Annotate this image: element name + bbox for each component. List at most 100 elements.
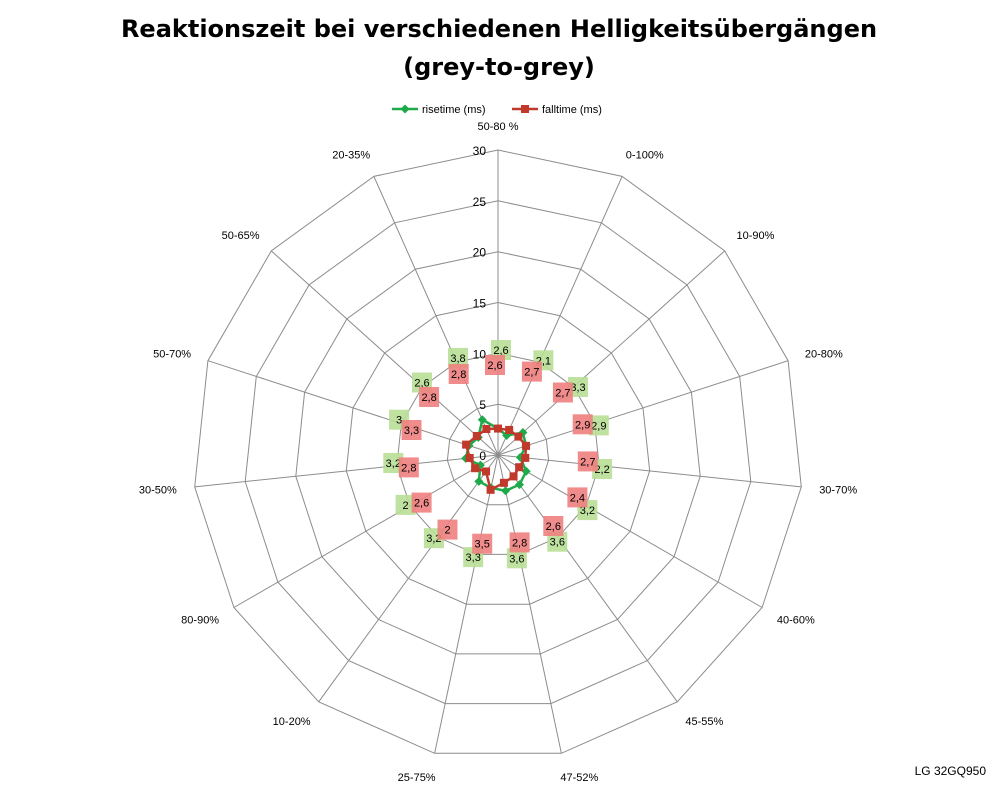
data-point [486,485,495,494]
data-label: 3,3 [404,425,419,437]
data-label-bg [383,453,404,473]
category-label: 20-80% [805,348,843,360]
watermark: LG 32GQ950 [914,764,986,778]
data-labels-1: 2,6 2,7 2,7 2,9 2,7 2,4 2,6 2,8 3,5 2 2,6 2,8 3,3 2,8… [398,355,598,554]
legend: risetime (ms) falltime (ms) [392,104,602,116]
category-label: 30-50% [139,484,177,496]
radar-spoke [207,360,499,456]
data-label: 2,9 [575,419,590,431]
radar-ring [244,200,752,705]
data-label-bg [572,414,593,435]
legend-item: risetime (ms) [392,104,486,116]
data-label-bg [547,531,568,552]
data-label: 2,6 [414,378,429,390]
data-label: 3,3 [570,382,585,394]
data-point [515,463,524,472]
data-label: 2 [444,525,450,537]
data-point [462,440,471,449]
data-label-bg [521,361,542,382]
radial-tick-label: 15 [473,297,487,311]
radar-spoke [497,454,802,488]
data-label-bg [588,415,609,436]
radar-spoke [194,454,499,488]
data-label-bg [568,377,588,397]
legend-label: risetime (ms) [422,104,486,116]
category-label: 25-75% [398,772,436,784]
radial-tick-label: 10 [473,347,487,361]
radial-tick-label: 5 [479,398,486,412]
category-label: 45-55% [685,716,723,728]
data-label: 3 [396,415,402,427]
data-label-bg [543,516,564,536]
data-label-bg [506,548,527,569]
radar-spoke [318,454,499,703]
radar-spoke [497,250,726,456]
radar-spoke [373,176,499,456]
data-label: 2,2 [594,464,609,476]
data-label: 2,6 [487,360,502,372]
data-point [482,467,491,476]
category-label: 0-100% [626,149,664,161]
data-label-bg [448,364,469,384]
data-label: 3,5 [475,539,490,551]
data-label: 3,2 [580,505,595,517]
data-label: 2,8 [451,369,466,381]
legend-item: falltime (ms) [512,104,602,116]
data-label: 2 [403,500,409,512]
data-label-bg [485,355,505,375]
radar-spoke [434,454,499,754]
data-point [521,466,531,476]
category-label: 47-52% [560,772,598,784]
data-label-bg [509,532,530,553]
radial-tick-label: 30 [473,144,487,158]
series-1 [462,424,531,494]
data-label-bg [567,487,588,508]
data-label-bg [552,382,573,403]
data-label: 2,4 [570,492,585,504]
radar-grid [194,149,802,754]
data-label: 2,6 [414,498,429,510]
chart-title: Reaktionszeit bei verschiedenen Helligke… [0,10,998,86]
category-label: 30-70% [819,484,857,496]
data-point [472,431,481,440]
radial-tick-labels: 0 5 10 15 20 25 30 [473,144,487,463]
data-label: 2,8 [401,462,416,474]
data-label-bg [419,387,440,407]
data-label: 2,7 [524,367,539,379]
chart-title-line-1: Reaktionszeit bei verschiedenen Helligke… [120,15,878,43]
data-point [522,441,531,450]
data-point [501,486,511,496]
category-label: 40-60% [777,615,815,627]
series-line [464,427,528,492]
data-point [494,424,502,433]
data-label: 3,6 [509,553,524,565]
category-label: 10-90% [737,230,775,242]
data-point [509,472,518,481]
data-label: 2,6 [493,345,508,357]
category-label: 50-70% [153,348,191,360]
data-label-bg [577,451,598,472]
data-label-bg [448,347,468,368]
series-line [464,417,528,493]
data-label-bg [395,494,416,515]
data-point [471,464,480,473]
data-label: 2,7 [555,388,570,400]
radar-ring [396,352,600,555]
data-label: 3,8 [450,353,465,365]
chart-title-line-2: (grey-to-grey) [403,53,595,81]
data-label: 2,7 [580,456,595,468]
data-label-bg [472,533,493,554]
category-label: 10-20% [273,716,311,728]
category-label: 50-65% [222,230,260,242]
data-point [474,476,484,486]
data-point [521,453,530,462]
data-label-bg [398,457,419,478]
data-point [477,415,487,425]
radar-spoke [497,454,562,754]
radar-ring [194,149,802,754]
radar-spoke [233,454,499,608]
data-point [505,425,514,434]
radar-ring [345,301,651,605]
legend-label: falltime (ms) [542,104,602,116]
